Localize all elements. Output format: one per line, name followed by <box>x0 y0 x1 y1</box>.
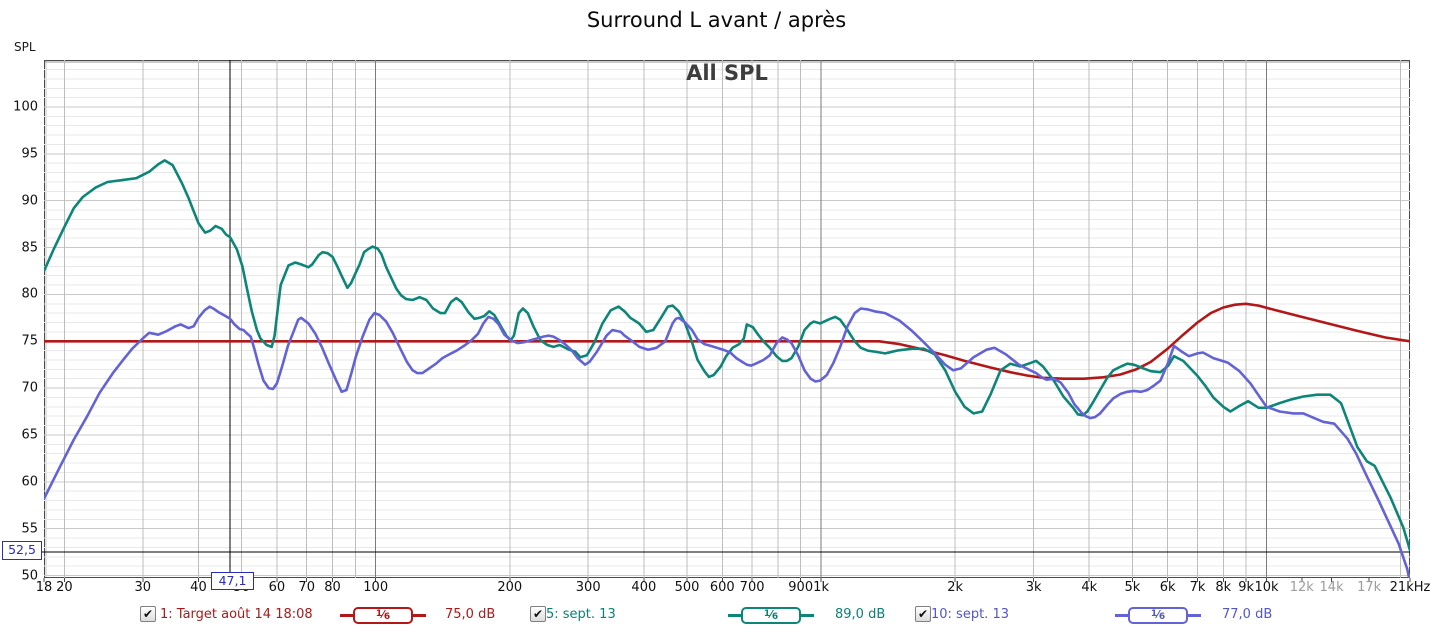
x-tick-label: 100 <box>363 580 389 595</box>
legend-label-sept13-5[interactable]: 5: sept. 13 <box>546 607 616 622</box>
x-tick-label: 1k <box>813 580 829 595</box>
legend-label-sept13-10[interactable]: 10: sept. 13 <box>931 607 1009 622</box>
x-tick-label: 10k <box>1254 580 1279 595</box>
x-tick-label: 14k <box>1319 580 1344 595</box>
x-tick-label: 30 <box>134 580 152 595</box>
y-tick-label: 100 <box>13 99 38 115</box>
plot-area[interactable] <box>44 60 1410 578</box>
grid <box>44 60 1410 578</box>
x-tick-label: 80 <box>324 580 341 595</box>
smoothing-icon-target: 1 ⁄ 6 <box>340 606 426 624</box>
x-tick-label: 17k <box>1357 580 1382 595</box>
x-tick-label: 18 <box>35 580 53 595</box>
y-tick-label: 85 <box>21 240 38 256</box>
spl-cursor-readout[interactable]: 52,5 <box>2 541 42 560</box>
x-tick-label: 200 <box>497 580 523 595</box>
x-tick-label: 70 <box>298 580 315 595</box>
y-axis-title: SPL <box>14 40 36 54</box>
legend-value-sept13-5: 89,0 dB <box>835 607 886 622</box>
x-tick-label: 700 <box>739 580 765 595</box>
y-tick-label: 60 <box>21 474 38 490</box>
legend-label-target[interactable]: 1: Target août 14 18:08 <box>160 607 313 622</box>
x-tick-label: 20 <box>56 580 73 595</box>
x-tick-label: 9k <box>1238 580 1254 595</box>
measurement-curve-5 <box>44 159 1410 552</box>
legend-checkbox-sept13-10[interactable]: ✔ <box>915 606 931 622</box>
smoothing-icon-sept13-10: 1 ⁄ 6 <box>1115 606 1201 624</box>
x-tick-label: 2k <box>947 580 964 595</box>
x-tick-label: 3k <box>1025 580 1042 595</box>
y-tick-label: 75 <box>21 333 38 349</box>
x-tick-label: 7k <box>1189 580 1206 595</box>
legend-checkbox-sept13-5[interactable]: ✔ <box>530 606 546 622</box>
y-tick-label: 65 <box>21 427 38 443</box>
x-tick-label: 500 <box>674 580 700 595</box>
axis-ticks <box>43 578 1411 582</box>
freq-cursor-readout[interactable]: 47,1 <box>211 572 254 590</box>
x-tick-label: 300 <box>575 580 601 595</box>
x-tick-label: 40 <box>190 580 207 595</box>
y-tick-label: 80 <box>21 286 38 302</box>
measurement-curve-10 <box>44 305 1410 578</box>
legend-value-target: 75,0 dB <box>445 607 496 622</box>
x-tick-label: 6k <box>1159 580 1176 595</box>
x-tick-label: 600 <box>709 580 735 595</box>
x-tick-label: 60 <box>268 580 286 595</box>
legend-value-sept13-10: 77,0 dB <box>1222 607 1273 622</box>
y-tick-label: 50 <box>21 568 38 583</box>
legend-checkbox-target[interactable]: ✔ <box>140 606 156 622</box>
x-tick-label: 21kHz <box>1389 580 1431 595</box>
x-tick-label: 4k <box>1081 580 1098 595</box>
x-tick-label: 8k <box>1215 580 1232 595</box>
x-tick-label: 900 <box>788 580 814 595</box>
x-tick-label: 400 <box>631 580 657 595</box>
x-tick-label: 5k <box>1124 580 1141 595</box>
page-title: Surround L avant / après <box>586 8 847 32</box>
y-tick-label: 70 <box>21 380 38 396</box>
chart-title: All SPL <box>686 61 768 85</box>
x-tick-label: 12k <box>1289 580 1314 595</box>
y-tick-label: 95 <box>21 146 38 162</box>
target-curve <box>44 302 1410 380</box>
y-tick-label: 90 <box>21 193 38 209</box>
y-tick-label: 55 <box>21 521 38 537</box>
smoothing-icon-sept13-5: 1 ⁄ 6 <box>728 606 814 624</box>
